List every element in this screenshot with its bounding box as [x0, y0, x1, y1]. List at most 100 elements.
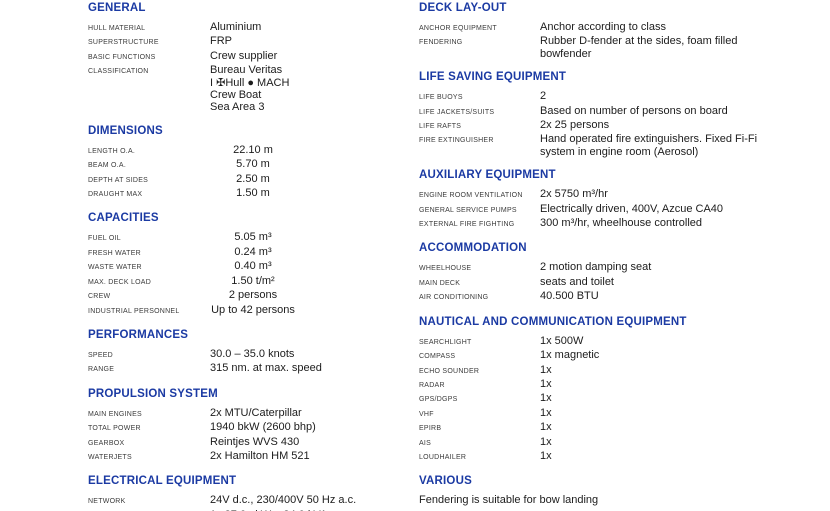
spec-row: FIRE EXTINGUISHER Hand operated fire exti… [419, 133, 823, 158]
spec-row: WHEELHOUSE 2 motion damping seat [419, 261, 823, 275]
section-title: GENERAL [88, 2, 146, 14]
spec-value: 5.70 m [236, 158, 270, 171]
spec-row: GENERAL SERVICE PUMPS Electrically driven… [419, 203, 823, 217]
spec-row: ANCHOR EQUIPMENT Anchor according to clas… [419, 21, 823, 35]
spec-row: WASTE WATER 0.40 m³ [88, 260, 399, 274]
section-text: Fendering is suitable for bow landing [419, 494, 599, 507]
spec-row: BEAM O.A. 5.70 m [88, 158, 399, 172]
spec-label: DEPTH AT SIDES [88, 176, 149, 184]
spec-value: 2 motion damping seat [540, 261, 652, 274]
section-electrical-equipment: ELECTRICAL EQUIPMENT NETWORK 24V d.c., 230… [88, 475, 399, 511]
spec-row: LIFE JACKETS/SUITS Based on number of per… [419, 105, 823, 119]
spec-value: Up to 42 persons [211, 303, 295, 316]
spec-label: HULL MATERIAL [88, 25, 146, 32]
section-title: LIFE SAVING EQUIPMENT [419, 71, 567, 84]
spec-row: FRESH WATER 0.24 m³ [88, 246, 399, 260]
spec-row: SUPERSTRUCTURE FRP [88, 35, 399, 49]
spec-value: 1x [540, 435, 552, 448]
spec-label: NETWORK [88, 498, 126, 506]
spec-value: 1x [540, 377, 552, 390]
spec-label: LIFE JACKETS/SUITS [419, 108, 495, 116]
spec-value: 1x 500W [540, 334, 584, 347]
spec-label: BEAM O.A. [88, 162, 127, 170]
spec-value: FRP [210, 35, 232, 48]
spec-row: RANGE 315 nm. at max. speed [88, 362, 399, 376]
spec-row: SPEED 30.0 – 35.0 knots [88, 348, 399, 362]
spec-label: LIFE RAFTS [419, 123, 462, 131]
spec-label: SEARCHLIGHT [419, 338, 472, 346]
spec-row: BASIC FUNCTIONS Crew supplier [88, 50, 399, 64]
spec-value: 1x [540, 421, 552, 434]
spec-row: NETWORK 24V d.c., 230/400V 50 Hz a.c. [88, 494, 399, 508]
section-title: PROPULSION SYSTEM [88, 387, 218, 400]
right-column: DECK LAY-OUT ANCHOR EQUIPMENT Anchor accor… [419, 2, 823, 511]
spec-row: AIS 1x [419, 436, 823, 450]
spec-label: COMPASS [419, 353, 456, 361]
spec-label: SPEED [88, 351, 113, 359]
spec-row: ECHO SOUNDER 1x [419, 364, 823, 378]
spec-label: FENDERING [419, 39, 463, 47]
section-capacities: CAPACITIES FUEL OIL 5.05 m³ FRESH WATER 0.24… [88, 212, 399, 317]
spec-value-line: I ✠Hull ● MACH [210, 76, 290, 89]
spec-label: DRAUGHT MAX [88, 191, 143, 199]
spec-label: GPS/DGPS [419, 396, 458, 404]
spec-value: 1x [540, 363, 552, 376]
spec-row: GPS/DGPS 1x [419, 392, 823, 406]
spec-value: 1x [540, 392, 552, 405]
spec-value: 315 nm. at max. speed [210, 362, 322, 375]
spec-row: COMPASS 1x magnetic [419, 349, 823, 363]
spec-value-line: bowfender [540, 47, 592, 60]
spec-value-line: Rubber D-fender at the sides, foam fille… [540, 35, 738, 48]
spec-row: HULL MATERIAL Aluminium [88, 21, 399, 35]
spec-value: 1x [540, 449, 552, 462]
spec-value: 30.0 – 35.0 knots [210, 347, 295, 360]
left-column: GENERAL HULL MATERIAL Aluminium SUPERSTRUCT… [88, 2, 399, 511]
spec-row: DEPTH AT SIDES 2.50 m [88, 173, 399, 187]
spec-row: MAIN ENGINES 2x MTU/Caterpillar [88, 407, 399, 421]
spec-label: INDUSTRIAL PERSONNEL [88, 307, 180, 315]
spec-row: FUEL OIL 5.05 m³ [88, 231, 399, 245]
spec-label: TOTAL POWER [88, 425, 141, 433]
spec-label: VHF [419, 410, 434, 418]
spec-row: EPIRB 1x [419, 421, 823, 435]
spec-value: 1.50 m [236, 187, 270, 200]
spec-label: GEARBOX [88, 439, 125, 447]
spec-label: CLASSIFICATION [88, 68, 149, 76]
spec-row: DRAUGHT MAX 1.50 m [88, 187, 399, 201]
spec-label: MAIN ENGINES [88, 410, 142, 418]
spec-label: CREW [88, 293, 111, 301]
spec-value-line: system in engine room (Aerosol) [540, 145, 699, 158]
spec-label: FUEL OIL [88, 235, 121, 243]
spec-label: MAX. DECK LOAD [88, 278, 152, 286]
spec-value-line: Crew Boat [210, 89, 262, 102]
section-title: AUXILIARY EQUIPMENT [419, 169, 556, 182]
spec-value: 1x 27.0 ekW – 34.0 kVA [210, 509, 327, 511]
spec-value: 1940 bkW (2600 bhp) [210, 421, 316, 434]
section-propulsion-system: PROPULSION SYSTEM MAIN ENGINES 2x MTU/Cate… [88, 388, 399, 465]
spec-value: Hand operated fire extinguishers. Fixed … [540, 133, 757, 158]
section-title: CAPACITIES [88, 212, 159, 225]
spec-value: Reintjes WVS 430 [210, 435, 300, 448]
spec-row: CLASSIFICATION Bureau Veritas I ✠Hull ● MA… [88, 64, 399, 114]
spec-label: EPIRB [419, 425, 442, 433]
spec-value: 2 persons [228, 289, 278, 302]
spec-row: WATERJETS 2x Hamilton HM 521 [88, 450, 399, 464]
spec-label: LIFE BUOYS [419, 94, 463, 102]
spec-value: Crew supplier [210, 49, 278, 62]
spec-label: ENGINE ROOM VENTILATION [419, 192, 523, 200]
spec-label: MAIN DECK [419, 279, 461, 287]
spec-label: ECHO SOUNDER [419, 367, 480, 375]
spec-label: SUPERSTRUCTURE [88, 39, 159, 47]
spec-label: LENGTH O.A. [88, 147, 136, 155]
spec-value: Based on number of persons on board [540, 104, 728, 117]
spec-row: EXTERNAL FIRE FIGHTING 300 m³/hr, wheelho… [419, 217, 823, 231]
spec-label: WASTE WATER [88, 264, 142, 272]
section-dimensions: DIMENSIONS LENGTH O.A. 22.10 m BEAM O.A. 5.7… [88, 125, 399, 202]
spec-row: LOUDHAILER 1x [419, 450, 823, 464]
spec-value: 40.500 BTU [540, 290, 599, 303]
spec-value: 2.50 m [236, 172, 270, 185]
spec-value: Aluminium [210, 21, 262, 33]
section-nautical-and-communication-equipment: NAUTICAL AND COMMUNICATION EQUIPMENT SEAR… [419, 316, 823, 465]
section-title: ACCOMMODATION [419, 242, 527, 255]
